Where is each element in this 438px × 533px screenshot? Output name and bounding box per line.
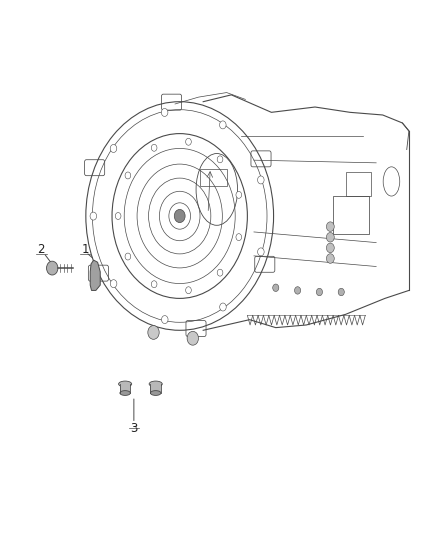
Circle shape [151,281,157,288]
Circle shape [219,121,226,129]
Circle shape [338,288,344,296]
Circle shape [236,233,242,240]
Circle shape [186,287,191,294]
Ellipse shape [149,381,162,387]
Circle shape [110,280,117,288]
Polygon shape [90,260,100,290]
Circle shape [258,176,264,184]
Circle shape [186,139,191,145]
Circle shape [258,248,264,256]
Circle shape [220,303,226,311]
Bar [120,384,131,393]
Circle shape [110,144,117,152]
Circle shape [326,232,334,242]
Text: 1: 1 [81,243,89,256]
Circle shape [316,288,322,296]
Circle shape [217,269,223,276]
Circle shape [115,213,121,220]
Circle shape [90,212,97,220]
Circle shape [46,261,58,275]
Circle shape [162,316,168,324]
Circle shape [294,287,300,294]
Circle shape [326,243,334,253]
Circle shape [217,156,223,163]
Bar [150,384,161,393]
Circle shape [326,222,334,231]
Circle shape [161,109,168,116]
Ellipse shape [119,381,132,387]
Circle shape [187,332,198,345]
Circle shape [148,326,159,340]
Circle shape [151,144,157,151]
Circle shape [125,172,131,179]
Circle shape [326,254,334,263]
Text: 3: 3 [130,422,138,435]
Ellipse shape [150,391,161,395]
Circle shape [174,209,185,223]
Circle shape [236,191,242,198]
Text: 2: 2 [38,243,45,256]
Circle shape [125,253,131,260]
Circle shape [273,284,279,292]
Ellipse shape [120,391,131,395]
